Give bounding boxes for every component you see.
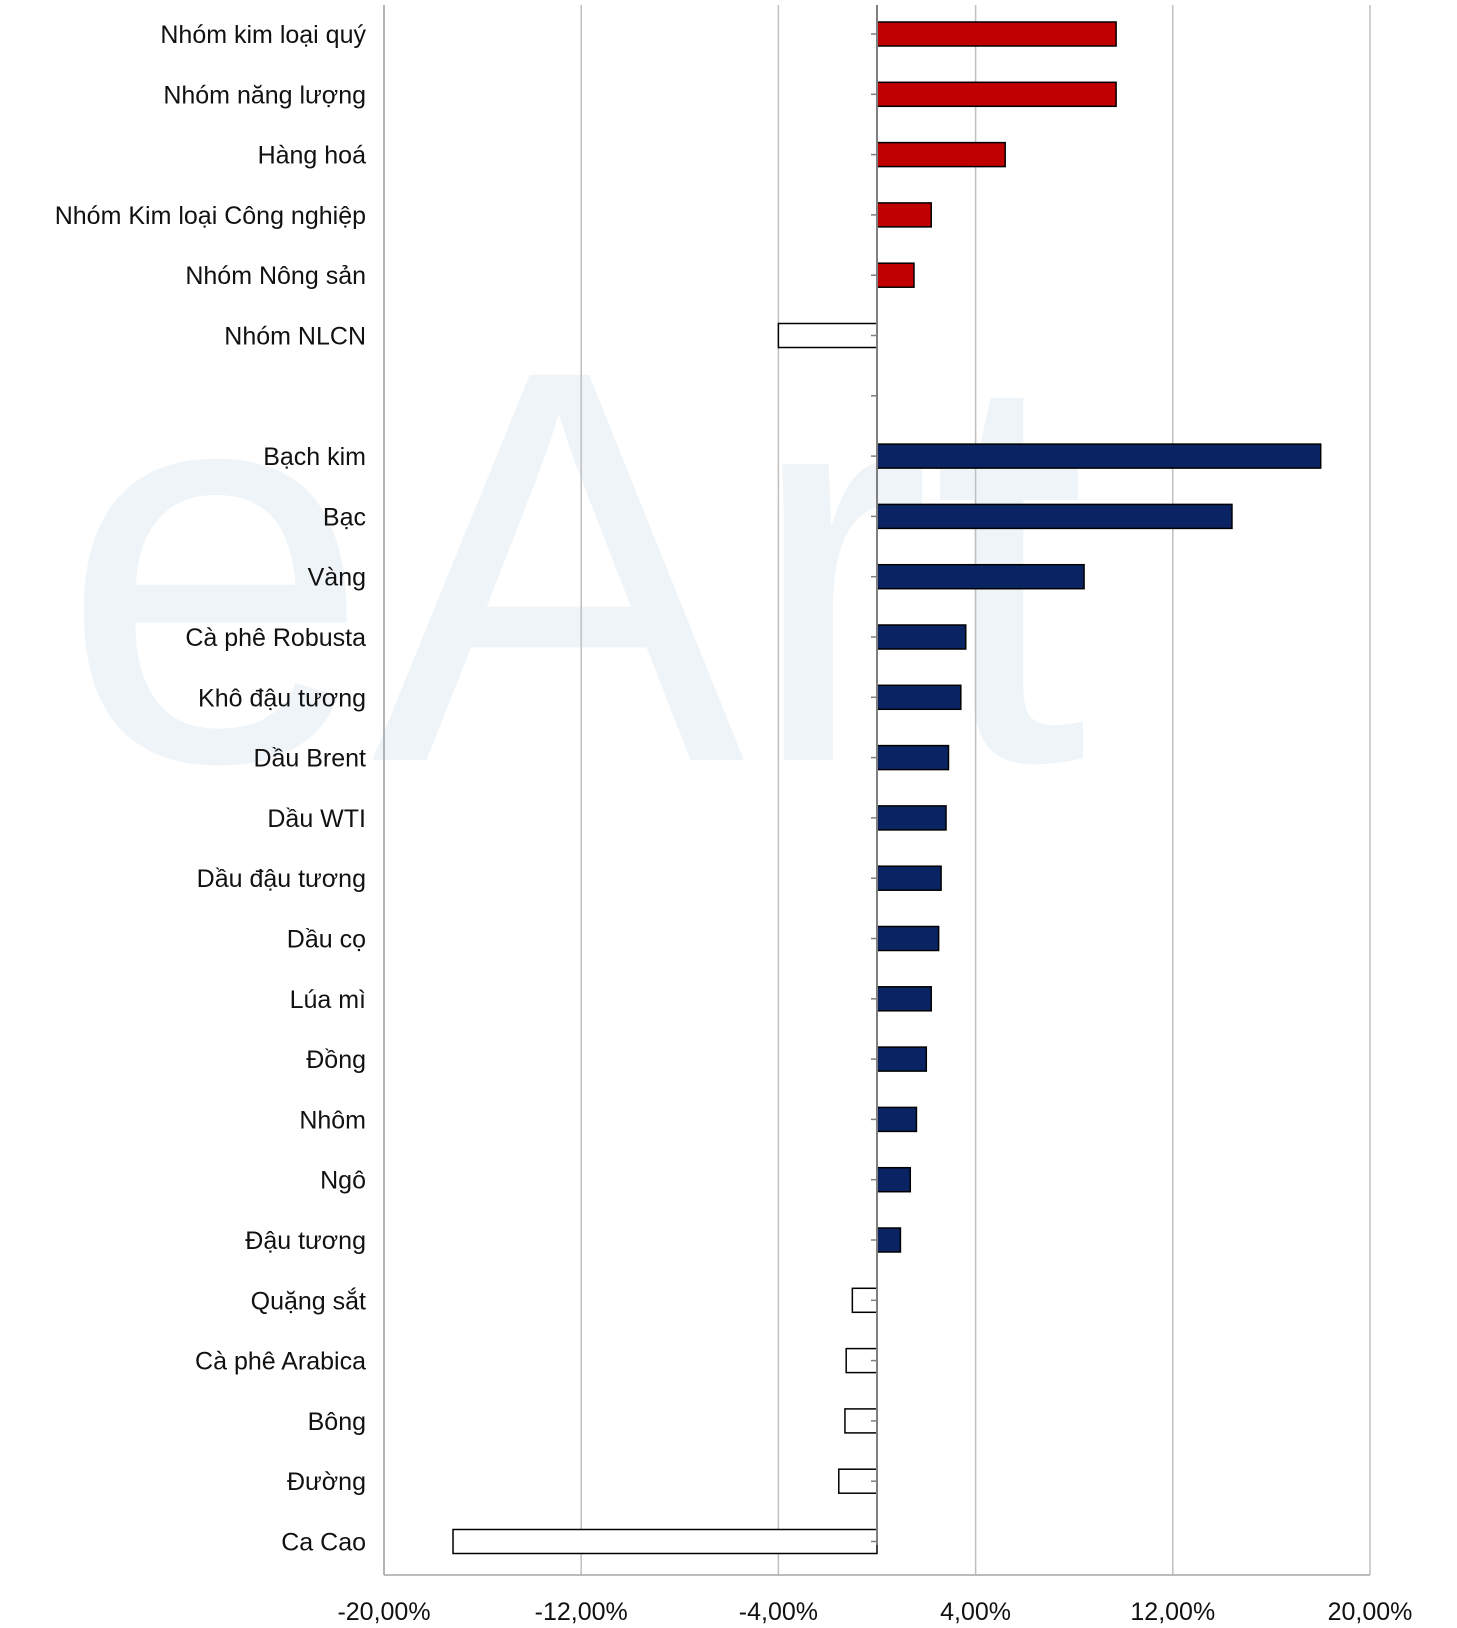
- bar: [876, 1046, 928, 1072]
- bar: [876, 443, 1322, 469]
- bar: [876, 744, 950, 771]
- bar: [876, 986, 932, 1012]
- bar: [876, 624, 967, 650]
- category-label: Hàng hoá: [258, 142, 367, 170]
- x-tick-label: 12,00%: [1130, 1598, 1215, 1626]
- category-labels: Nhóm kim loại quý Nhóm năng lượng Hàng hoá…: [55, 21, 367, 1557]
- x-tick-labels: -20,00% -12,00% -4,00% 4,00% 12,00% 20,00%: [337, 1598, 1412, 1626]
- category-label: Nhóm kim loại quý: [160, 21, 366, 49]
- bar: [876, 1166, 912, 1193]
- bar: [777, 322, 878, 349]
- category-label: Nhóm Kim loại Công nghiệp: [55, 202, 366, 230]
- bar: [876, 563, 1085, 590]
- x-tick-label: 4,00%: [940, 1598, 1011, 1626]
- bar: [876, 684, 962, 711]
- category-label: Nhóm NLCN: [224, 323, 366, 351]
- bar: [876, 202, 932, 228]
- category-label: Vàng: [308, 564, 366, 592]
- x-tick-label: -4,00%: [739, 1598, 818, 1626]
- category-label: Nhôm: [299, 1106, 366, 1134]
- bars: [452, 21, 1322, 1555]
- category-label: Lúa mì: [290, 986, 366, 1014]
- bar: [876, 1106, 918, 1133]
- bar: [876, 81, 1117, 108]
- category-label: Cà phê Robusta: [185, 624, 366, 652]
- category-label: Quặng sắt: [251, 1286, 366, 1315]
- bar: [452, 1528, 878, 1555]
- category-label: Dầu đậu tương: [197, 865, 366, 893]
- bar: [876, 1227, 902, 1253]
- bar: [876, 805, 947, 831]
- category-label: Bông: [308, 1408, 366, 1436]
- category-label: Ca Cao: [281, 1529, 366, 1557]
- category-label: Cà phê Arabica: [195, 1348, 366, 1376]
- category-label: Bạc: [323, 503, 366, 531]
- bar: [876, 503, 1233, 530]
- category-label: Nhóm Nông sản: [185, 262, 366, 290]
- category-label: Đường: [287, 1468, 366, 1496]
- category-label: Đồng: [306, 1046, 366, 1074]
- bar: [876, 865, 942, 891]
- bar: [876, 21, 1117, 47]
- category-label: Khô đậu tương: [198, 684, 366, 712]
- x-tick-label: -20,00%: [337, 1598, 430, 1626]
- bar: [876, 925, 940, 952]
- category-label: Dầu cọ: [287, 926, 366, 954]
- category-label: Dầu Brent: [253, 745, 366, 773]
- category-label: Dầu WTI: [267, 805, 366, 833]
- x-tick-label: -12,00%: [535, 1598, 628, 1626]
- category-label: Ngô: [320, 1167, 366, 1195]
- bar: [876, 141, 1006, 168]
- axis: [383, 5, 1370, 1576]
- bar: [876, 262, 915, 288]
- category-label: Bạch kim: [263, 443, 366, 471]
- category-label: Đậu tương: [245, 1227, 366, 1255]
- category-label: Nhóm năng lượng: [163, 81, 366, 109]
- x-tick-label: 20,00%: [1328, 1598, 1413, 1626]
